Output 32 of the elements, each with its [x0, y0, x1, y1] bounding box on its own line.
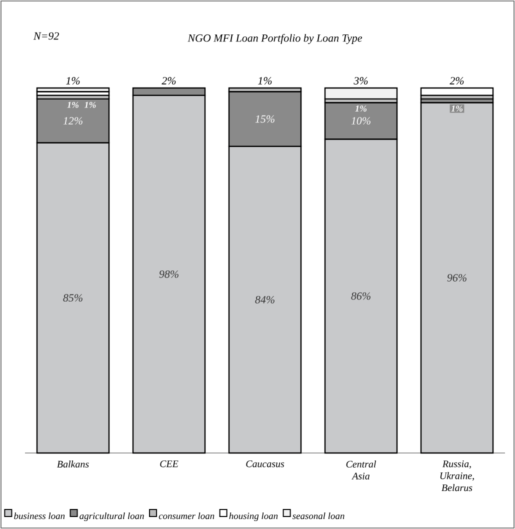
legend-label: business loan [14, 512, 65, 520]
x-tick-label: Balkans [57, 460, 89, 468]
data-label: 1% [66, 77, 80, 84]
x-tick-label: CEE [160, 460, 178, 468]
data-label: 85% [63, 294, 82, 302]
data-label: 96% [447, 274, 466, 282]
legend-label: consumer loan [158, 512, 214, 520]
x-tick-label: Caucasus [246, 460, 284, 468]
data-label: 10% [351, 117, 370, 125]
data-label: 2% [450, 77, 464, 84]
legend-label: housing loan [229, 512, 278, 522]
bar [36, 87, 110, 92]
data-label: 84% [255, 296, 274, 304]
data-label: 1% [67, 102, 79, 108]
data-label: 98% [159, 270, 178, 278]
data-label: 86% [351, 292, 370, 300]
data-label: 3% [354, 77, 368, 84]
x-tick-label: Russia, Ukraine, Belarus [440, 460, 474, 492]
bar [420, 87, 494, 96]
data-label: 1% [355, 105, 367, 112]
x-tick-label: Central Asia [346, 460, 376, 480]
legend-label: seasonal loan [292, 512, 344, 520]
text: N=92 [33, 32, 59, 40]
legend-label: agricultural loan [80, 512, 144, 522]
data-label: 1% [84, 102, 96, 108]
bar [324, 87, 398, 100]
data-label: 1% [451, 105, 463, 112]
data-label: 15% [255, 115, 274, 123]
chart-title: NGO MFI Loan Portfolio by Loan Type [188, 34, 362, 44]
data-label: 2% [162, 77, 176, 84]
data-label: 12% [63, 117, 82, 125]
data-label: 1% [258, 77, 272, 84]
